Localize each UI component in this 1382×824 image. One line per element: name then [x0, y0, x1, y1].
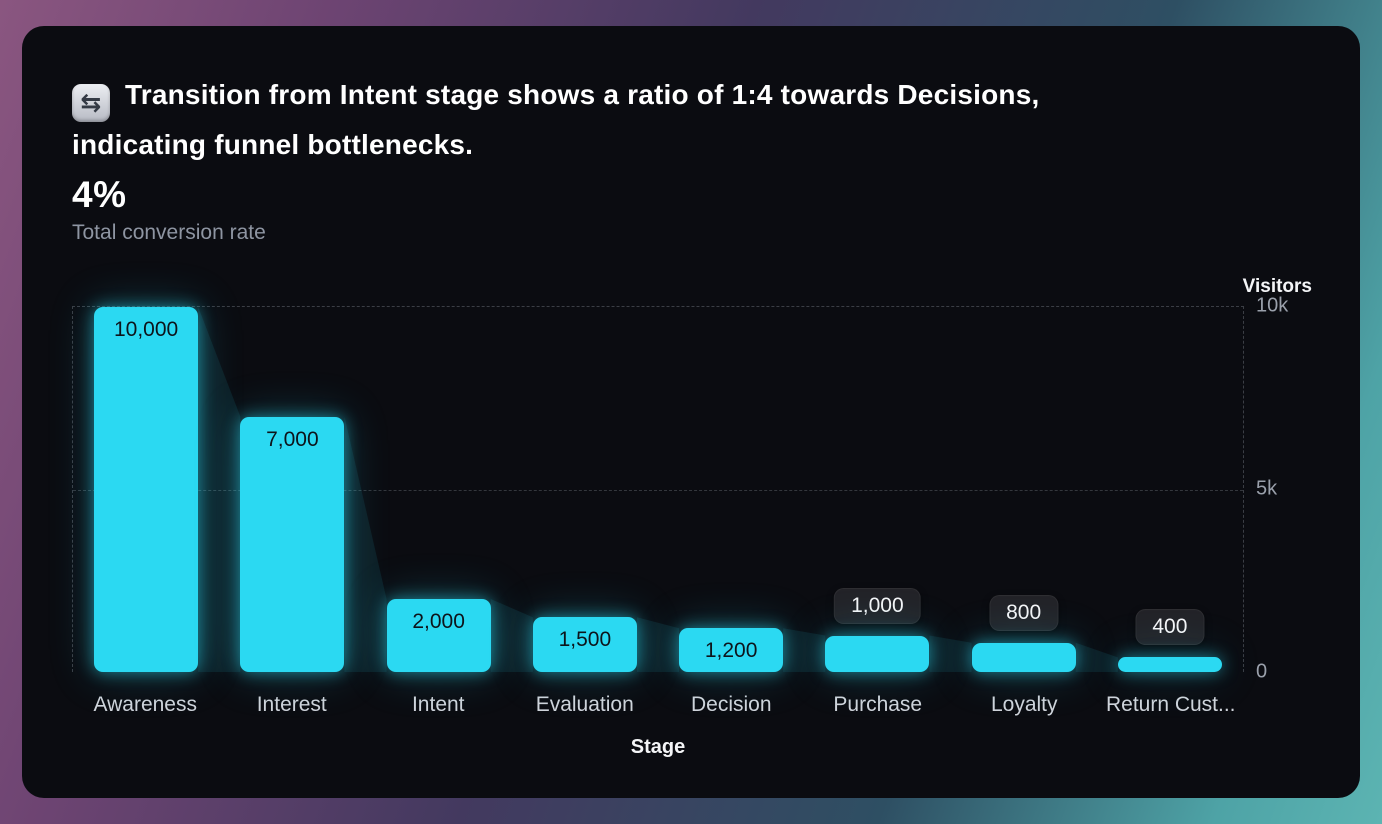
x-axis-title: Stage [630, 736, 686, 758]
funnel-bar-decision[interactable]: 1,200 [679, 628, 784, 672]
funnel-bar-loyalty[interactable] [971, 642, 1076, 672]
bar-value-label: 10,000 [113, 318, 179, 341]
bar-value-pill: 800 [989, 594, 1059, 631]
x-axis-label: Return Cust... [1105, 693, 1236, 716]
y-axis-tick: 5k [1256, 477, 1278, 500]
gridline-5k [73, 489, 1243, 491]
bar-value-pill: 1,000 [834, 587, 921, 624]
bar-value-label: 1,500 [558, 628, 612, 652]
transition-arrows-icon: ⇆ [72, 84, 110, 122]
funnel-bar-evaluation[interactable]: 1,500 [532, 617, 637, 672]
x-axis-label: Intent [411, 693, 465, 716]
y-axis-tick: 0 [1256, 660, 1268, 683]
funnel-bar-return-cust[interactable] [1117, 657, 1222, 672]
bar-value-label: 7,000 [266, 427, 319, 451]
y-axis-title: Visitors [1242, 276, 1312, 297]
insight-headline-line1: Transition from Intent stage shows a rat… [125, 79, 1040, 110]
conversion-rate-caption: Total conversion rate [72, 221, 266, 244]
x-axis-label: Decision [690, 693, 772, 716]
insight-headline: ⇆ Transition from Intent stage shows a ra… [72, 72, 1232, 168]
insight-headline-line2: indicating funnel bottlenecks. [72, 129, 474, 160]
funnel-chart: 10,000 7,000 2,000 1,500 1,200 1,000 800 400 Aw… [72, 276, 1312, 760]
x-axis-label: Loyalty [990, 693, 1058, 716]
y-axis-tick: 10k [1256, 294, 1289, 317]
x-axis-label: Evaluation [535, 693, 634, 716]
funnel-bar-awareness[interactable]: 10,000 [94, 307, 199, 672]
plot-area: 10,000 7,000 2,000 1,500 1,200 1,000 800 400 [72, 306, 1244, 672]
x-axis-label: Purchase [833, 693, 923, 716]
x-axis-label: Interest [256, 693, 327, 716]
chart-main: 10,000 7,000 2,000 1,500 1,200 1,000 800 400 Aw… [72, 306, 1244, 760]
funnel-bar-purchase[interactable] [825, 635, 930, 672]
x-axis-labels: Awareness Interest Intent Evaluation Decisio… [72, 692, 1244, 718]
x-axis-label: Awareness [93, 693, 197, 716]
funnel-bar-interest[interactable]: 7,000 [240, 416, 345, 672]
bar-value-pill: 400 [1135, 609, 1205, 646]
bar-value-label: 2,000 [412, 610, 465, 633]
dashboard-card: ⇆ Transition from Intent stage shows a ra… [22, 26, 1360, 798]
bar-value-label: 1,200 [704, 639, 758, 663]
funnel-connectors [198, 307, 1118, 672]
y-axis: Visitors 10k 5k 0 [1243, 276, 1312, 683]
conversion-rate-value: 4% [72, 174, 127, 215]
funnel-bar-intent[interactable]: 2,000 [386, 599, 491, 672]
